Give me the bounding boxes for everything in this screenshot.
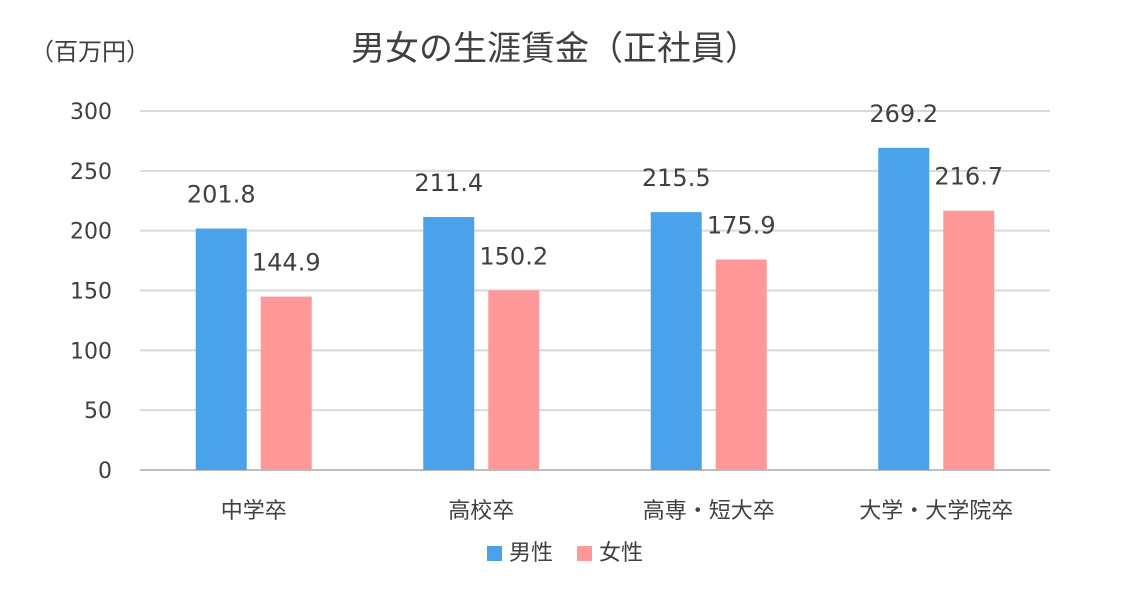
legend: 男性 女性 [487,541,643,566]
bar-female [260,296,312,470]
y-tick-label: 250 [70,160,112,185]
bars [195,147,995,471]
y-tick-label: 300 [70,100,112,125]
data-label: 269.2 [869,100,938,128]
x-tick-label: 高専・短大卒 [643,499,775,524]
data-labels: 201.8 144.9 211.4 150.2 215.5 175.9 269.2 216.7 [187,100,1003,277]
bar-male [195,228,247,470]
bar-male [650,212,702,470]
y-tick-label: 0 [98,459,112,484]
y-tick-label: 100 [70,339,112,364]
x-tick-label: 中学卒 [221,499,287,524]
data-label: 216.7 [934,163,1003,191]
y-axis-unit-label: （百万円） [30,38,150,66]
y-axis-ticks: 0 50 100 150 200 250 300 [70,100,112,484]
legend-swatch [487,546,502,561]
bar-male [878,147,930,470]
bar-female [715,259,767,470]
bar-female [943,210,995,471]
data-label: 211.4 [414,169,483,197]
y-tick-label: 150 [70,280,112,305]
data-label: 215.5 [642,164,711,192]
bar-female [488,290,540,470]
chart-title: 男女の生涯賃金（正社員） [351,29,759,69]
legend-swatch [577,546,592,561]
bar-male [423,217,475,470]
x-axis-ticks: 中学卒 高校卒 高専・短大卒 大学・大学院卒 [221,499,1014,524]
y-tick-label: 50 [84,399,112,424]
data-label: 201.8 [187,181,256,209]
data-label: 144.9 [252,249,321,277]
legend-label: 男性 [509,541,553,566]
x-tick-label: 高校卒 [448,499,514,524]
data-label: 175.9 [707,212,776,240]
legend-label: 女性 [599,541,643,566]
data-label: 150.2 [479,242,548,270]
y-tick-label: 200 [70,220,112,245]
x-tick-label: 大学・大学院卒 [859,499,1013,524]
